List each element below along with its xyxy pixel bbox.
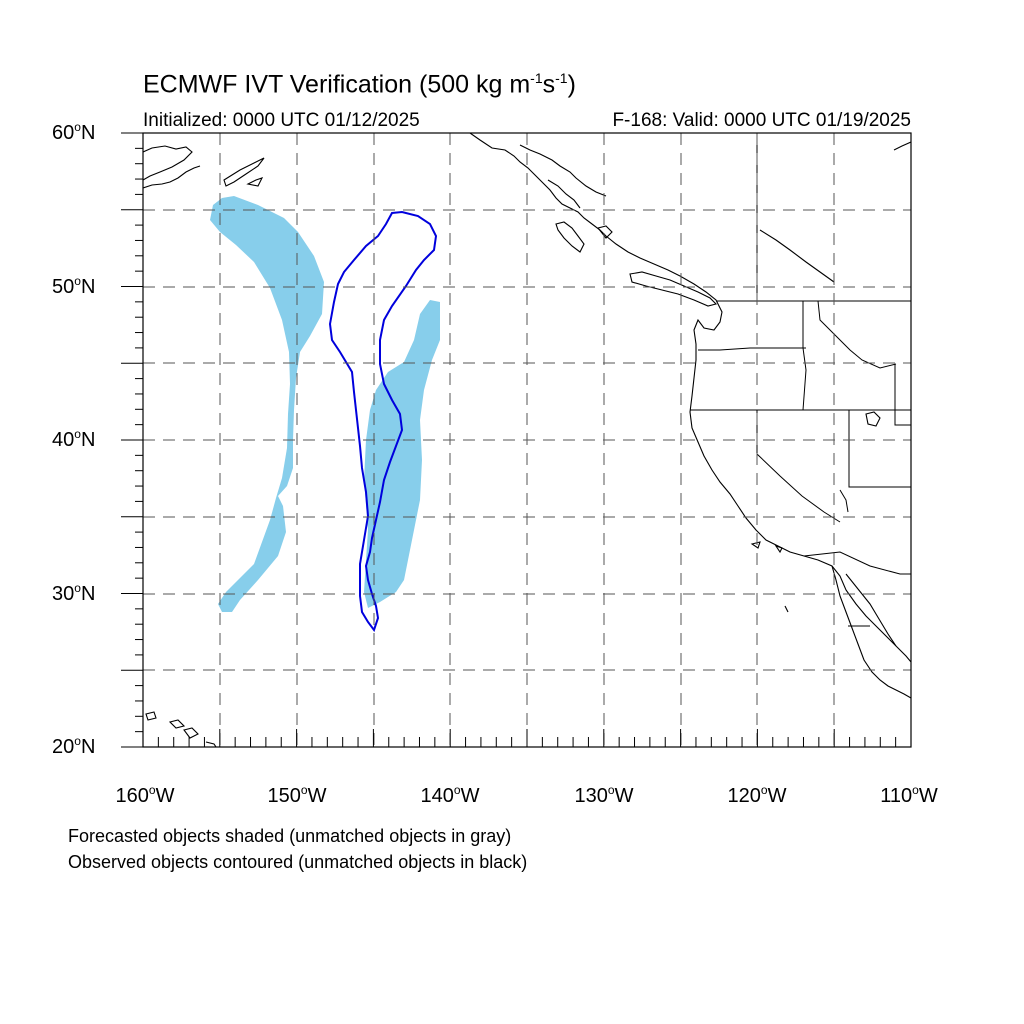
- observed-legend-note: Observed objects contoured (unmatched ob…: [68, 852, 528, 872]
- title-exponent-1: -1: [530, 70, 543, 86]
- lon-label-130w: 130oW: [574, 783, 634, 808]
- degree-symbol: o: [74, 427, 81, 441]
- hemisphere-letter: N: [80, 583, 96, 605]
- axis-ticks: [121, 132, 912, 748]
- lat-30-number: 30: [52, 583, 75, 605]
- title-exponent-2: -1: [555, 70, 568, 86]
- degree-symbol: o: [912, 783, 919, 797]
- hemisphere-letter: N: [80, 429, 96, 451]
- lon-150-number: 150: [267, 785, 301, 807]
- hemisphere-letter: W: [767, 785, 787, 807]
- grid-lines: [143, 133, 911, 747]
- lon-label-160w: 160oW: [115, 783, 175, 808]
- map-title: ECMWF IVT Verification (500 kg m-1s-1): [143, 70, 576, 99]
- lat-20-number: 20: [52, 736, 75, 758]
- title-close-paren: ): [567, 70, 576, 99]
- lon-label-110w: 110oW: [880, 783, 938, 808]
- lat-40-number: 40: [52, 429, 75, 451]
- map-plot-area: [143, 133, 911, 747]
- forecast-object-west: [210, 196, 324, 612]
- valid-label: F-168: Valid: 0000 UTC 01/19/2025: [612, 110, 911, 131]
- observed-object-contour: [328, 210, 438, 633]
- lat-label-60n: 60oN: [52, 120, 96, 145]
- title-unit-s: s: [542, 70, 556, 99]
- degree-symbol: o: [74, 274, 81, 288]
- hemisphere-letter: N: [80, 276, 96, 298]
- initialized-label: Initialized: 0000 UTC 01/12/2025: [143, 110, 420, 131]
- degree-symbol: o: [74, 120, 81, 134]
- hemisphere-letter: W: [155, 785, 175, 807]
- lon-label-150w: 150oW: [267, 783, 327, 808]
- lat-label-20n: 20oN: [52, 734, 96, 759]
- degree-symbol: o: [148, 783, 156, 797]
- lat-label-30n: 30oN: [52, 581, 96, 606]
- hemisphere-letter: W: [460, 785, 480, 807]
- forecast-legend-note: Forecasted objects shaded (unmatched obj…: [68, 826, 512, 846]
- title-text: ECMWF IVT Verification (500 kg m: [143, 70, 531, 99]
- lat-50-number: 50: [52, 276, 75, 298]
- lat-60-number: 60: [52, 122, 75, 144]
- degree-symbol: o: [300, 783, 308, 797]
- hemisphere-letter: W: [614, 785, 634, 807]
- lon-160-number: 160: [115, 785, 149, 807]
- degree-symbol: o: [74, 581, 81, 595]
- coastlines: [143, 133, 911, 747]
- lat-label-50n: 50oN: [52, 274, 96, 299]
- hemisphere-letter: N: [80, 736, 96, 758]
- degree-symbol: o: [760, 783, 768, 797]
- forecast-object-east: [364, 300, 440, 608]
- hemisphere-letter: W: [307, 785, 327, 807]
- political-borders: [690, 133, 911, 627]
- hemisphere-letter: N: [80, 122, 96, 144]
- hemisphere-letter: W: [918, 785, 938, 807]
- lon-130-number: 130: [574, 785, 608, 807]
- lon-140-number: 140: [420, 785, 454, 807]
- lon-label-120w: 120oW: [727, 783, 787, 808]
- lon-label-140w: 140oW: [420, 783, 480, 808]
- degree-symbol: o: [607, 783, 615, 797]
- degree-symbol: o: [453, 783, 461, 797]
- lon-120-number: 120: [727, 785, 761, 807]
- lat-label-40n: 40oN: [52, 427, 96, 452]
- lon-110-number: 110: [880, 785, 913, 807]
- degree-symbol: o: [74, 734, 81, 748]
